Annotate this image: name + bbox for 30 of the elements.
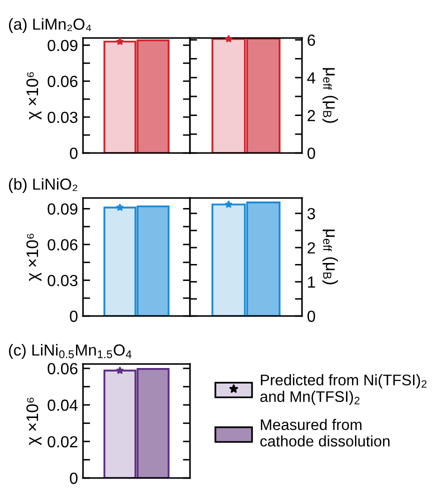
y-tick-label: 0.06 xyxy=(48,239,78,250)
y-tick-label: 0 xyxy=(70,310,78,322)
legend-label: Measured from cathode dissolution xyxy=(260,418,390,447)
y-tick-label: 0 xyxy=(70,472,78,484)
y-tick-label: 0.09 xyxy=(48,40,78,52)
y-tick-label: 2 xyxy=(308,110,315,122)
y-tick-label: 0 xyxy=(307,148,316,159)
y-tick-label: 0.02 xyxy=(48,436,78,448)
y-axis-title: χ ×10⁶ xyxy=(26,234,42,282)
y-tick-label: 0.03 xyxy=(48,274,78,286)
y-tick-label: 0.06 xyxy=(48,363,78,374)
y-tick-label: 1 xyxy=(308,276,315,288)
y-tick-label: 2 xyxy=(308,242,315,254)
y-tick-label: 0 xyxy=(307,310,316,322)
y-tick-label: 6 xyxy=(308,34,316,46)
chart-title: (a) LiMn₂O₄ xyxy=(8,18,92,33)
y-tick-label: 4 xyxy=(307,72,316,84)
chart-title: (b) LiNiO₂ xyxy=(8,178,78,193)
y-axis-title: χ ×10⁶ xyxy=(26,72,42,120)
chart-title: (c) LiNi$_{0.5}$Mn$_{1.5}$O$_{4}$ xyxy=(8,344,132,359)
y-axis-title: μ$_{eff}$ (μ$_{B}$) xyxy=(322,230,338,284)
y-axis-title: μ$_{eff}$ (μ$_{B}$) xyxy=(322,68,338,123)
y-tick-label: 0.06 xyxy=(48,76,78,88)
y-tick-label: 0.03 xyxy=(48,112,78,124)
y-axis-title: χ ×10⁶ xyxy=(26,398,42,446)
y-tick-label: 0.04 xyxy=(48,400,78,411)
y-tick-label: 0.09 xyxy=(48,203,78,215)
y-tick-label: 0 xyxy=(70,148,78,159)
text: Predicted from Ni(TFSI)$_{2}$ and Mn(TFSI)$_{2}$ xyxy=(260,374,427,406)
y-tick-label: 3 xyxy=(307,208,316,220)
